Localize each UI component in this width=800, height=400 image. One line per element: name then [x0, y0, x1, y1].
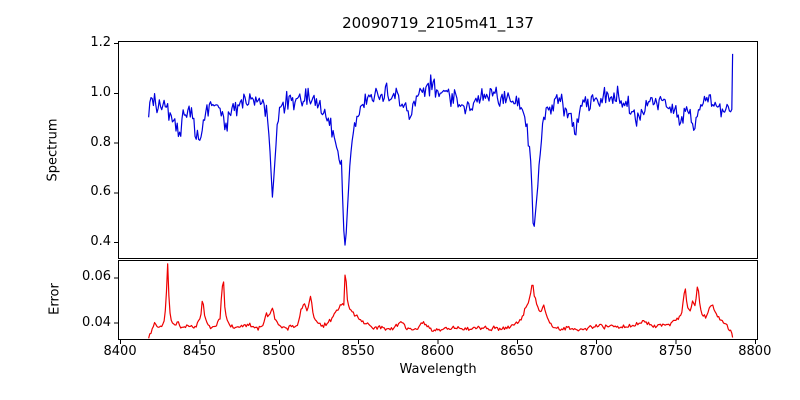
spectrum-y-tick-label: 1.0 — [90, 84, 111, 100]
x-tick-label: 8650 — [500, 344, 534, 359]
x-tick-label: 8550 — [341, 344, 375, 359]
spectrum-line — [148, 53, 734, 246]
x-tick-label: 8750 — [658, 344, 693, 359]
x-tick-label: 8500 — [262, 344, 296, 359]
spectrum-y-tick-label: 0.6 — [90, 184, 111, 200]
x-tick-label: 8700 — [579, 344, 613, 359]
error-line — [148, 263, 734, 339]
error-panel — [118, 260, 758, 340]
x-axis-label: Wavelength — [399, 362, 477, 377]
chart-title: 20090719_2105m41_137 — [342, 14, 534, 32]
error-y-tick-label: 0.04 — [82, 314, 111, 330]
x-tick-label: 8600 — [420, 344, 454, 359]
x-tick-label: 8800 — [738, 344, 772, 359]
x-tick-label: 8450 — [182, 344, 216, 359]
spectrum-y-tick-label: 1.2 — [90, 34, 111, 50]
spectrum-panel — [118, 41, 758, 259]
error-y-tick-label: 0.06 — [82, 269, 111, 285]
x-tick-label: 8400 — [103, 344, 137, 359]
spectrum-y-tick-label: 0.4 — [90, 234, 111, 250]
spectrum-y-tick-label: 0.8 — [90, 134, 111, 150]
